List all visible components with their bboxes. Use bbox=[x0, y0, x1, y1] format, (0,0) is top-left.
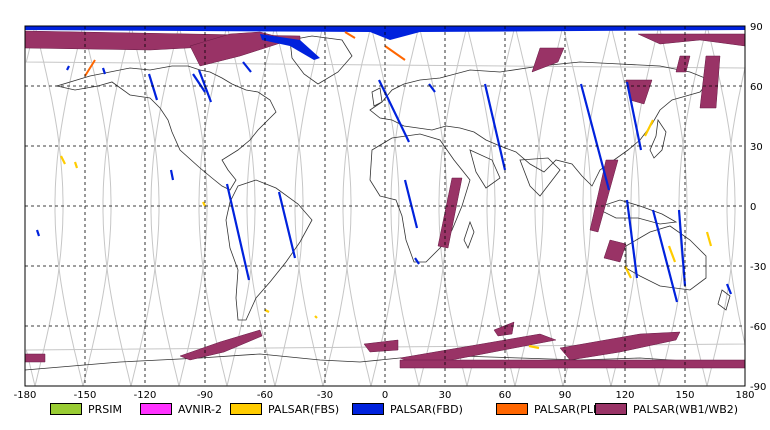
longitude-tick-label: 120 bbox=[615, 390, 634, 400]
fbd-swath bbox=[403, 179, 419, 229]
fbd-swath bbox=[677, 209, 687, 287]
longitude-tick-label: -90 bbox=[197, 390, 213, 400]
latitude-tick-label: 30 bbox=[750, 142, 763, 153]
fbd-swath bbox=[625, 199, 639, 279]
legend-item: PRSIM bbox=[50, 402, 122, 416]
fbs-swath bbox=[705, 231, 713, 247]
legend-item: PALSAR(FBD) bbox=[352, 402, 463, 416]
latitude-tick-label: -30 bbox=[750, 262, 766, 273]
longitude-tick-label: 180 bbox=[735, 390, 754, 400]
fbd-swath bbox=[483, 83, 507, 171]
legend-label: PALSAR(FBS) bbox=[268, 402, 340, 416]
plr-swath bbox=[84, 59, 96, 77]
legend-swatch bbox=[496, 403, 528, 415]
legend-swatch bbox=[230, 403, 262, 415]
fbd-swath bbox=[625, 81, 643, 151]
world-coverage-map: -180 -150 -120 -90 -60 -30 0 30 60 90 120 150 180 90… bbox=[14, 22, 767, 400]
legend: PRSIM AVNIR-2 PALSAR(FBS) PALSAR(FBD) PALSAR… bbox=[0, 398, 770, 420]
fbd-swath bbox=[66, 65, 70, 71]
fbd-swath bbox=[277, 191, 297, 259]
fbd-swath bbox=[414, 257, 420, 265]
longitude-tick-label: -30 bbox=[317, 390, 333, 400]
fbs-swath bbox=[73, 161, 79, 169]
longitude-tick-label: 60 bbox=[499, 390, 512, 400]
lat-lon-grid bbox=[25, 26, 745, 386]
longitude-tick-label: -150 bbox=[74, 390, 97, 400]
fbs-swath bbox=[202, 201, 206, 207]
fbs-swath bbox=[528, 344, 540, 350]
legend-label: PRSIM bbox=[88, 402, 122, 416]
legend-label: AVNIR-2 bbox=[178, 402, 222, 416]
legend-item: PALSAR(FBS) bbox=[230, 402, 339, 416]
fbd-swaths bbox=[35, 61, 733, 303]
fbd-swath bbox=[101, 67, 107, 75]
legend-swatch bbox=[595, 403, 627, 415]
legend-label: PALSAR(PLR) bbox=[534, 402, 605, 416]
longitude-tick-label: -180 bbox=[14, 390, 37, 400]
fbs-swath bbox=[624, 265, 632, 279]
legend-swatch bbox=[140, 403, 172, 415]
fbs-swath bbox=[60, 155, 66, 165]
longitude-tick-label: -120 bbox=[134, 390, 157, 400]
plr-swath bbox=[344, 31, 356, 39]
legend-swatch bbox=[352, 403, 384, 415]
fbs-swath bbox=[264, 309, 270, 313]
latitude-tick-label: 60 bbox=[750, 82, 763, 93]
map-frame bbox=[24, 25, 746, 387]
fbd-swath bbox=[242, 61, 252, 73]
fbs-swath bbox=[644, 119, 654, 137]
latitude-tick-label: 90 bbox=[750, 22, 763, 33]
legend-label: PALSAR(WB1/WB2) bbox=[633, 402, 739, 416]
fbs-swath bbox=[314, 315, 318, 319]
latitude-tick-label: 0 bbox=[750, 202, 756, 213]
fbd-swath bbox=[169, 169, 175, 181]
fbd-swath bbox=[651, 209, 679, 303]
legend-item: AVNIR-2 bbox=[140, 402, 222, 416]
latitude-tick-label: -90 bbox=[750, 382, 766, 393]
longitude-tick-labels: -180 -150 -120 -90 -60 -30 0 30 60 90 120 150 180 bbox=[14, 390, 755, 400]
latitude-tick-label: -60 bbox=[750, 322, 766, 333]
plr-swaths bbox=[84, 31, 406, 77]
longitude-tick-label: 0 bbox=[382, 390, 388, 400]
legend-swatch bbox=[50, 403, 82, 415]
latitude-tick-labels: 90 60 30 0 -30 -60 -90 bbox=[750, 22, 766, 393]
fbs-swaths bbox=[60, 119, 713, 350]
longitude-tick-label: 150 bbox=[675, 390, 694, 400]
legend-item: PALSAR(PLR) bbox=[496, 402, 605, 416]
longitude-tick-label: 30 bbox=[439, 390, 452, 400]
fbd-swath bbox=[725, 283, 733, 295]
legend-label: PALSAR(FBD) bbox=[390, 402, 463, 416]
longitude-tick-label: 90 bbox=[559, 390, 572, 400]
plr-swath bbox=[384, 45, 406, 61]
fbd-swath bbox=[192, 73, 206, 93]
fbs-swath bbox=[667, 245, 677, 263]
fbd-swath bbox=[225, 183, 251, 281]
legend-item: PALSAR(WB1/WB2) bbox=[595, 402, 738, 416]
longitude-tick-label: -60 bbox=[257, 390, 273, 400]
fbd-swath bbox=[579, 83, 611, 191]
fbd-swath bbox=[378, 79, 410, 143]
fbd-swath bbox=[35, 229, 41, 237]
fbd-swath bbox=[428, 83, 436, 93]
fbd-swath bbox=[147, 73, 159, 101]
